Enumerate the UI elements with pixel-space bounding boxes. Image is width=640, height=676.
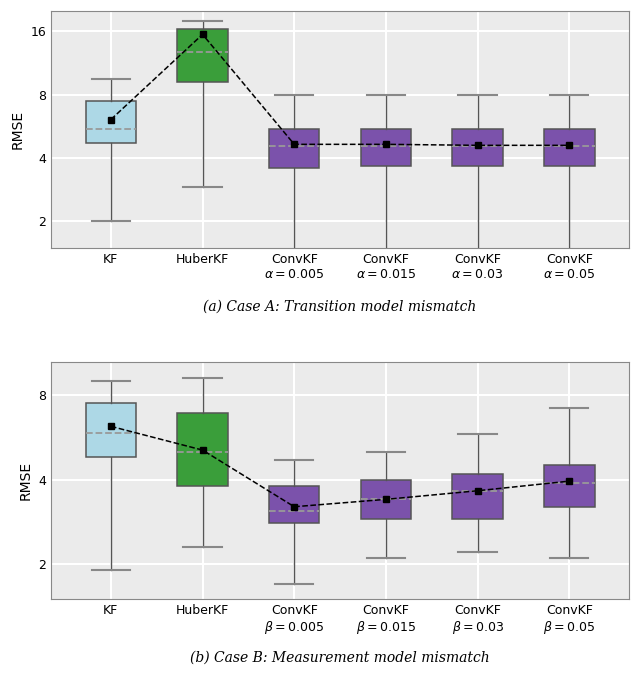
Bar — [177, 413, 228, 486]
Text: (a) Case A: Transition model mismatch: (a) Case A: Transition model mismatch — [204, 299, 477, 314]
Bar — [361, 479, 411, 518]
Y-axis label: RMSE: RMSE — [19, 461, 33, 500]
Bar — [269, 486, 319, 523]
Bar — [361, 129, 411, 166]
Y-axis label: RMSE: RMSE — [11, 110, 25, 149]
Bar — [452, 474, 503, 518]
Text: (b) Case B: Measurement model mismatch: (b) Case B: Measurement model mismatch — [190, 651, 490, 665]
Bar — [452, 129, 503, 166]
Bar — [177, 28, 228, 82]
Bar — [269, 129, 319, 168]
Bar — [544, 129, 595, 166]
Bar — [544, 465, 595, 507]
Bar — [86, 101, 136, 143]
Bar — [86, 403, 136, 458]
